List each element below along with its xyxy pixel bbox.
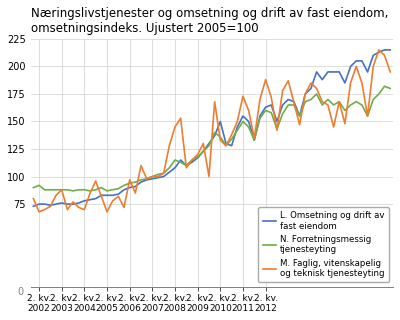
N. Forretningsmessig
tjenesteyting: [382, 84, 387, 88]
N. Forretningsmessig
tjenesteyting: [82, 188, 87, 192]
Text: Næringslivstjenester og omsetning og drift av fast eiendom,
omsetningsindeks. Uj: Næringslivstjenester og omsetning og dri…: [30, 7, 388, 35]
N. Forretningsmessig
tjenesteyting: [31, 186, 36, 189]
L. Omsetning og drift av
fast eiendom: [76, 201, 81, 205]
N. Forretningsmessig
tjenesteyting: [263, 108, 268, 112]
L. Omsetning og drift av
fast eiendom: [178, 158, 183, 162]
Legend: L. Omsetning og drift av
fast eiendom, N. Forretningsmessig
tjenesteyting, M. Fa: L. Omsetning og drift av fast eiendom, N…: [258, 207, 389, 283]
L. Omsetning og drift av
fast eiendom: [258, 114, 262, 118]
Line: M. Faglig, vitenskapelig
og teknisk tjenesteyting: M. Faglig, vitenskapelig og teknisk tjen…: [33, 50, 390, 212]
M. Faglig, vitenskapelig
og teknisk tjenesteyting: [235, 120, 240, 124]
N. Forretningsmessig
tjenesteyting: [388, 86, 393, 90]
N. Forretningsmessig
tjenesteyting: [235, 128, 240, 132]
M. Faglig, vitenskapelig
og teknisk tjenesteyting: [184, 166, 189, 170]
L. Omsetning og drift av
fast eiendom: [31, 204, 36, 208]
L. Omsetning og drift av
fast eiendom: [388, 48, 393, 52]
M. Faglig, vitenskapelig
og teknisk tjenesteyting: [31, 197, 36, 201]
N. Forretningsmessig
tjenesteyting: [184, 164, 189, 167]
L. Omsetning og drift av
fast eiendom: [263, 105, 268, 109]
L. Omsetning og drift av
fast eiendom: [382, 48, 387, 52]
M. Faglig, vitenskapelig
og teknisk tjenesteyting: [376, 48, 381, 52]
L. Omsetning og drift av
fast eiendom: [206, 142, 211, 146]
N. Forretningsmessig
tjenesteyting: [71, 189, 76, 193]
N. Forretningsmessig
tjenesteyting: [212, 131, 217, 134]
M. Faglig, vitenskapelig
og teknisk tjenesteyting: [263, 78, 268, 82]
M. Faglig, vitenskapelig
og teknisk tjenesteyting: [212, 100, 217, 104]
M. Faglig, vitenskapelig
og teknisk tjenesteyting: [388, 70, 393, 74]
L. Omsetning og drift av
fast eiendom: [229, 144, 234, 148]
M. Faglig, vitenskapelig
og teknisk tjenesteyting: [37, 210, 42, 214]
Line: L. Omsetning og drift av
fast eiendom: L. Omsetning og drift av fast eiendom: [33, 50, 390, 206]
N. Forretningsmessig
tjenesteyting: [269, 111, 274, 115]
M. Faglig, vitenskapelig
og teknisk tjenesteyting: [82, 208, 87, 212]
M. Faglig, vitenskapelig
og teknisk tjenesteyting: [269, 95, 274, 99]
Text: 0: 0: [17, 287, 23, 297]
Line: N. Forretningsmessig
tjenesteyting: N. Forretningsmessig tjenesteyting: [33, 86, 390, 191]
